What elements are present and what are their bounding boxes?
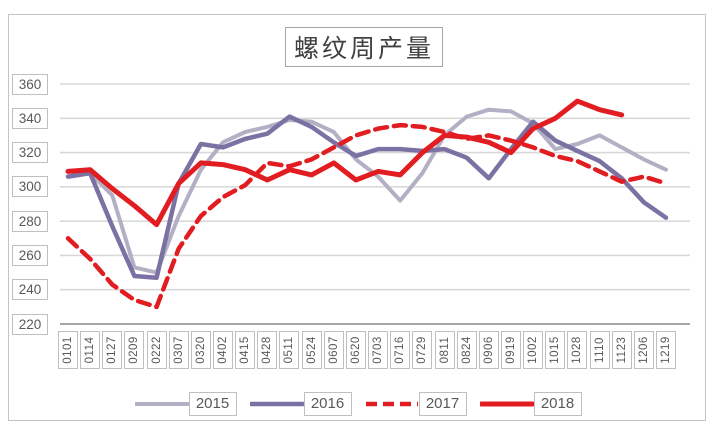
legend-item-2015: 2015 [134,392,237,416]
legend-item-2017: 2017 [365,392,467,416]
x-axis-label-text: 0428 [261,336,273,364]
x-axis-label: 0811 [435,331,455,369]
x-axis-label-text: 0824 [461,336,473,364]
x-axis-label-text: 0101 [62,336,74,364]
x-axis-label: 0511 [279,331,299,369]
legend-sample-2015 [134,402,189,406]
x-axis-label: 1219 [656,331,676,369]
x-axis-label: 0101 [58,331,78,369]
x-axis-label: 1110 [590,331,610,369]
x-axis-label: 0402 [213,331,233,369]
x-axis-label: 0307 [169,331,189,369]
legend-label-2018: 2018 [533,392,582,416]
y-axis-label: 280 [12,211,48,232]
y-axis-label: 320 [12,142,48,163]
x-axis-label: 1002 [523,331,543,369]
legend-sample-2018 [479,401,534,407]
y-axis-label: 260 [12,245,48,266]
x-axis-label: 0729 [412,331,432,369]
x-axis-label: 0824 [457,331,477,369]
legend-item-2018: 2018 [479,392,582,416]
x-axis-label: 0919 [501,331,521,369]
x-axis-label-text: 0114 [84,336,96,364]
x-axis-label: 0524 [302,331,322,369]
series-line-2016 [65,114,669,280]
x-axis-label-text: 1123 [616,336,628,364]
x-axis-label-text: 0415 [239,336,251,364]
series-line-2018 [65,98,625,228]
y-axis-label: 240 [12,279,48,300]
x-axis-label-text: 0919 [505,336,517,364]
chart-title-box: 螺纹周产量 [285,27,443,67]
x-axis-label: 0716 [390,331,410,369]
x-axis-label-text: 0511 [283,336,295,364]
x-axis-label-text: 0127 [106,336,118,364]
x-axis-label: 0620 [346,331,366,369]
legend: 2015 2016 2017 2018 [0,392,716,416]
x-axis-label-text: 0716 [394,336,406,364]
x-axis-label-text: 0307 [173,336,185,364]
x-axis-label: 0209 [124,331,144,369]
legend-label-2017: 2017 [418,392,467,416]
x-axis-label: 1123 [612,331,632,369]
x-axis-label: 1206 [634,331,654,369]
x-axis-label: 1015 [545,331,565,369]
legend-sample-2016 [249,401,304,407]
x-axis-label-text: 0320 [195,336,207,364]
series-line-2017 [65,122,669,310]
x-axis-label: 0127 [102,331,122,369]
y-axis-label: 300 [12,176,48,197]
x-axis-label-text: 1110 [594,337,606,363]
x-axis-label: 0415 [235,331,255,369]
x-axis-label-text: 1206 [638,336,650,364]
x-axis-label-text: 1015 [549,336,561,364]
x-axis-label: 1028 [567,331,587,369]
x-axis-label: 0320 [191,331,211,369]
x-axis-label-text: 0607 [328,336,340,364]
y-axis-label: 340 [12,108,48,129]
chart-title: 螺纹周产量 [293,34,434,63]
x-axis-label-text: 0729 [416,336,428,364]
x-axis-label: 0906 [479,331,499,369]
x-axis-label-text: 0209 [128,336,140,364]
x-axis-label-text: 1002 [527,336,539,364]
x-axis-label-text: 0620 [350,336,362,364]
x-axis-label-text: 0811 [439,336,451,364]
x-axis-label: 0428 [257,331,277,369]
x-axis-label: 0703 [368,331,388,369]
x-axis-label-text: 1219 [660,336,672,364]
x-axis-label-text: 0524 [306,336,318,364]
y-axis-label: 220 [12,314,48,335]
legend-item-2016: 2016 [249,392,352,416]
x-axis-label-text: 1028 [571,336,583,364]
x-axis-label: 0114 [80,331,100,369]
x-axis-label-text: 0703 [372,336,384,364]
x-axis-label-text: 0402 [217,336,229,364]
legend-label-2016: 2016 [303,392,352,416]
x-axis-label: 0607 [324,331,344,369]
legend-sample-2017 [365,401,418,407]
x-axis-label: 0222 [147,331,167,369]
y-axis-label: 360 [12,74,48,95]
x-axis-label-text: 0222 [151,336,163,364]
legend-label-2015: 2015 [188,392,237,416]
x-axis-label-text: 0906 [483,336,495,364]
